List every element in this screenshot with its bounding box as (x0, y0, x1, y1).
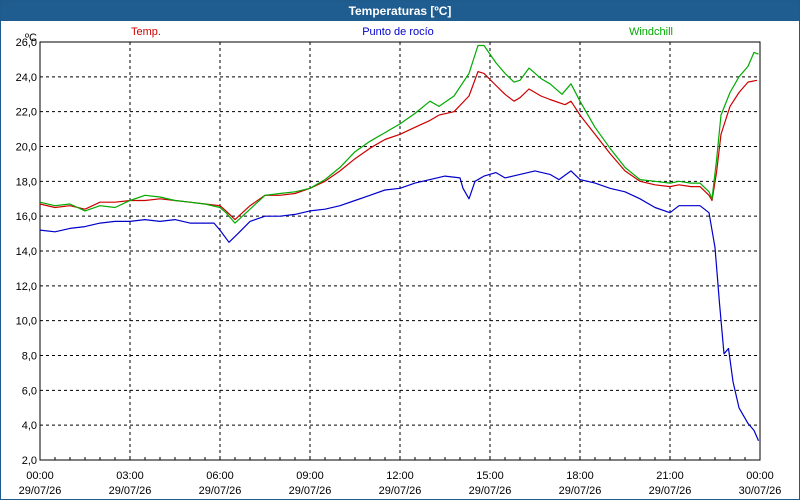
x-tick-time-label: 12:00 (386, 470, 414, 482)
y-tick-label: 12,0 (16, 281, 37, 293)
y-tick-label: 26,0 (16, 37, 37, 49)
x-tick-time-label: 09:00 (296, 470, 324, 482)
x-tick-date-label: 29/07/26 (649, 485, 692, 497)
legend-entry-2: Windchill (629, 26, 673, 38)
x-tick-date-label: 29/07/26 (289, 485, 332, 497)
y-tick-label: 14,0 (16, 246, 37, 258)
x-tick-date-label: 29/07/26 (469, 485, 512, 497)
x-tick-time-label: 03:00 (116, 470, 144, 482)
x-tick-time-label: 06:00 (206, 470, 234, 482)
x-tick-date-label: 29/07/26 (109, 485, 152, 497)
y-tick-label: 10,0 (16, 316, 37, 328)
x-tick-time-label: 21:00 (656, 470, 684, 482)
series-line-0 (39, 70, 758, 221)
x-tick-date-label: 29/07/26 (379, 485, 422, 497)
y-tick-label: 6,0 (22, 385, 37, 397)
y-tick-label: 8,0 (22, 351, 37, 363)
legend-entry-0: Temp. (131, 26, 161, 38)
x-tick-date-label: 29/07/26 (19, 485, 62, 497)
y-tick-label: 22,0 (16, 107, 37, 119)
x-tick-time-label: 00:00 (26, 470, 54, 482)
x-tick-date-label: 29/07/26 (559, 485, 602, 497)
x-tick-date-label: 30/07/26 (739, 485, 782, 497)
y-tick-label: 24,0 (16, 72, 37, 84)
x-tick-time-label: 00:00 (746, 470, 774, 482)
y-axis-unit-label: ºC (25, 32, 37, 44)
chart-title: Temperaturas [ºC] (1, 1, 799, 21)
x-tick-time-label: 18:00 (566, 470, 594, 482)
series-line-1 (39, 170, 760, 442)
x-tick-time-label: 15:00 (476, 470, 504, 482)
y-tick-label: 20,0 (16, 142, 37, 154)
legend-entry-1: Punto de rocío (362, 26, 434, 38)
series-line-2 (39, 44, 759, 224)
y-tick-label: 2,0 (22, 455, 37, 467)
x-tick-date-label: 29/07/26 (199, 485, 242, 497)
y-tick-label: 4,0 (22, 420, 37, 432)
y-tick-label: 18,0 (16, 176, 37, 188)
y-tick-label: 16,0 (16, 211, 37, 223)
